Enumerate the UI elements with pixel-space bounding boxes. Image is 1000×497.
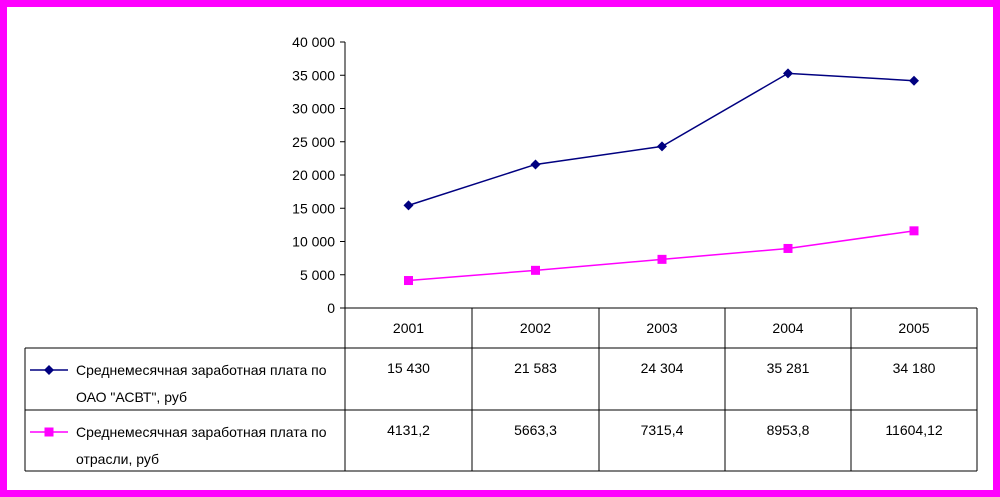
- x-category-label: 2002: [520, 320, 551, 336]
- series-name-line: отрасли, руб: [76, 451, 159, 467]
- series-point-diamond: [657, 141, 667, 152]
- x-category-label: 2005: [898, 320, 929, 336]
- series-line: [408, 72, 915, 207]
- x-category-label: 2003: [646, 320, 677, 336]
- series-point-square: [783, 243, 793, 253]
- series-point-diamond: [909, 75, 919, 86]
- legend-key-square: [44, 427, 54, 437]
- series-name-line: Среднемесячная заработная плата по: [76, 424, 327, 440]
- y-tick-label: 10 000: [292, 234, 335, 250]
- y-tick-label: 20 000: [292, 167, 335, 183]
- data-value-label: 24 304: [641, 360, 684, 376]
- x-category-label: 2004: [772, 320, 803, 336]
- y-tick-label: 15 000: [292, 200, 335, 216]
- data-value-label: 21 583: [514, 360, 557, 376]
- y-tick-label: 30 000: [292, 101, 335, 117]
- data-value-label: 7315,4: [641, 422, 684, 438]
- data-value-label: 8953,8: [767, 422, 810, 438]
- series-point-square: [404, 276, 413, 286]
- series-name-line: Среднемесячная заработная плата по: [76, 362, 327, 378]
- data-value-label: 11604,12: [885, 422, 943, 438]
- series-point-diamond: [530, 159, 541, 170]
- data-value-label: 34 180: [893, 360, 936, 376]
- series-point-diamond: [783, 68, 793, 79]
- data-value-label: 35 281: [767, 360, 810, 376]
- data-value-label: 15 430: [387, 360, 430, 376]
- y-tick-label: 25 000: [292, 134, 335, 150]
- series-point-diamond: [403, 200, 414, 211]
- x-category-label: 2001: [393, 320, 424, 336]
- series-name-line: ОАО "АСВТ", руб: [76, 389, 187, 405]
- series-point-square: [657, 254, 667, 264]
- data-value-label: 5663,3: [514, 422, 557, 438]
- series-point-square: [909, 226, 919, 236]
- y-tick-label: 40 000: [292, 34, 335, 50]
- data-value-label: 4131,2: [387, 422, 430, 438]
- y-tick-label: 35 000: [292, 67, 335, 83]
- legend-key-diamond: [44, 365, 54, 375]
- y-tick-label: 5 000: [300, 267, 335, 283]
- y-tick-label: 0: [327, 300, 335, 316]
- series-point-square: [531, 265, 540, 275]
